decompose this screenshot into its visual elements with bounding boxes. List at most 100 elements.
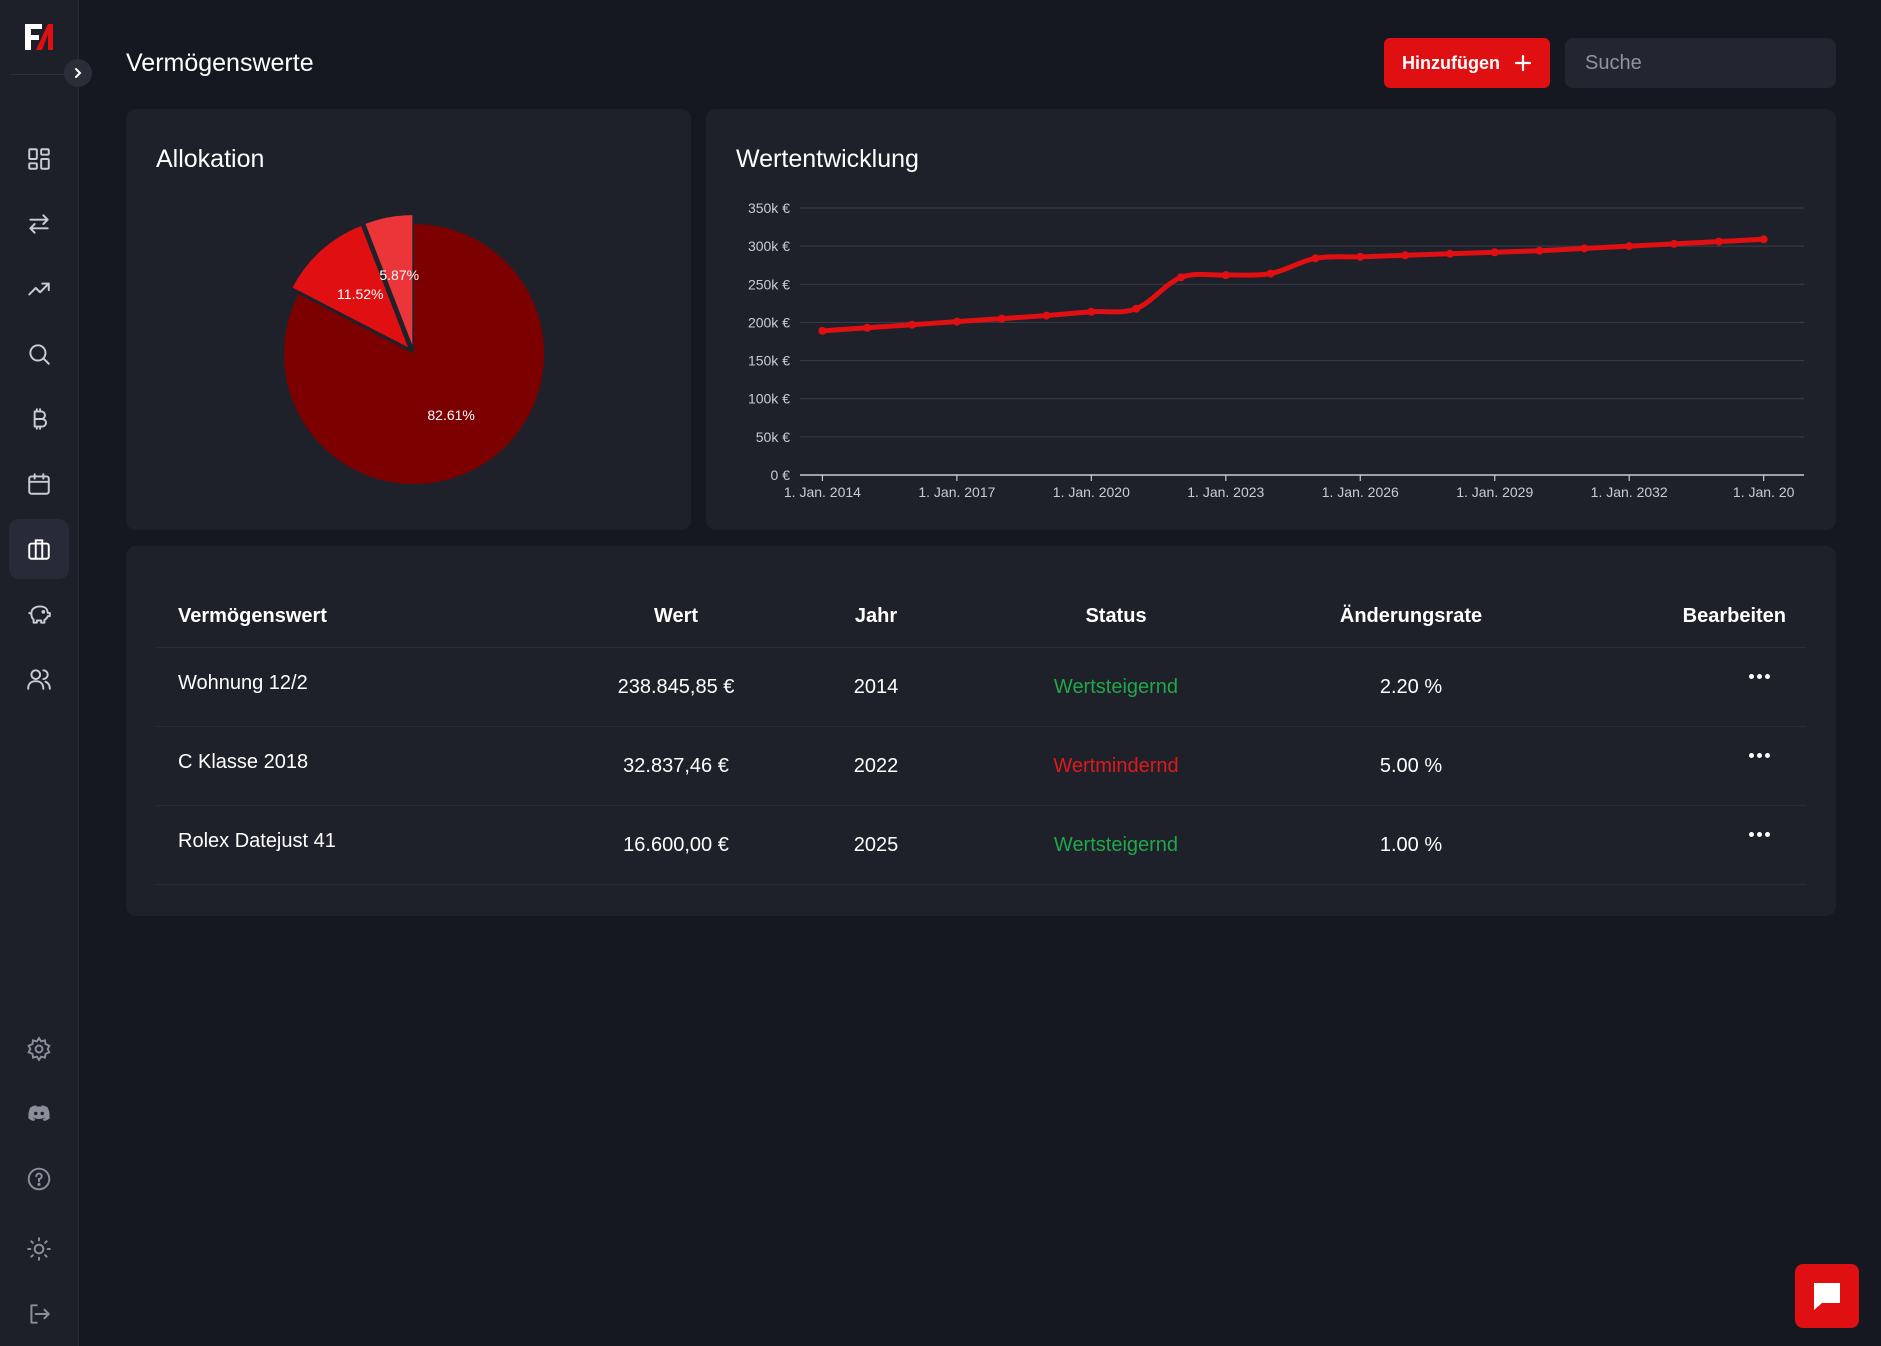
pie-slice-label: 11.52% bbox=[337, 286, 383, 302]
trend-title: Wertentwicklung bbox=[736, 145, 919, 173]
header-status[interactable]: Status bbox=[1085, 605, 1147, 627]
asset-year: 2025 bbox=[853, 833, 899, 856]
data-point[interactable] bbox=[1132, 304, 1141, 313]
sidebar-item-crypto[interactable] bbox=[9, 389, 69, 449]
sidebar-item-savings[interactable] bbox=[9, 584, 69, 644]
data-point[interactable] bbox=[1087, 307, 1096, 316]
data-point[interactable] bbox=[1490, 248, 1499, 257]
more-options-icon[interactable] bbox=[1749, 674, 1770, 679]
data-point[interactable] bbox=[1759, 235, 1768, 244]
header-edit: Bearbeiten bbox=[1682, 605, 1786, 627]
pie-slice[interactable] bbox=[292, 226, 408, 348]
x-tick-label: 1. Jan. 2017 bbox=[918, 484, 995, 500]
asset-name: C Klasse 2018 bbox=[178, 751, 309, 773]
asset-year: 2022 bbox=[853, 754, 899, 777]
x-tick-label: 1. Jan. 2029 bbox=[1456, 484, 1533, 500]
search-input[interactable] bbox=[1565, 38, 1836, 88]
app-logo[interactable] bbox=[22, 20, 56, 54]
allocation-title: Allokation bbox=[156, 145, 265, 173]
data-point[interactable] bbox=[1311, 254, 1320, 263]
header-value[interactable]: Wert bbox=[653, 605, 699, 627]
sidebar-item-performance[interactable] bbox=[9, 259, 69, 319]
data-point[interactable] bbox=[1176, 273, 1185, 282]
data-point[interactable] bbox=[1625, 242, 1634, 251]
data-point[interactable] bbox=[1401, 251, 1410, 260]
asset-value: 16.600,00 € bbox=[623, 833, 729, 856]
search-icon bbox=[29, 344, 50, 365]
allocation-pie-chart: 82.61% 11.52% 5.87% bbox=[284, 215, 544, 485]
chat-button[interactable] bbox=[1795, 1264, 1859, 1328]
asset-status: Wertsteigernd bbox=[1053, 833, 1179, 856]
calendar-icon bbox=[28, 473, 50, 495]
sidebar-item-logout[interactable] bbox=[9, 1284, 69, 1344]
users-icon bbox=[27, 669, 51, 690]
table-header: Vermögenswert Wert Jahr Status Änderungs… bbox=[156, 586, 1806, 648]
sidebar-item-calendar[interactable] bbox=[9, 454, 69, 514]
asset-name: Rolex Datejust 41 bbox=[178, 830, 336, 852]
bitcoin-icon bbox=[33, 408, 47, 430]
y-tick-label: 100k € bbox=[748, 391, 790, 407]
x-tick-label: 1. Jan. 2026 bbox=[1322, 484, 1399, 500]
sidebar-item-help[interactable] bbox=[9, 1149, 69, 1209]
y-tick-label: 250k € bbox=[748, 276, 790, 292]
data-point[interactable] bbox=[1535, 246, 1544, 255]
sidebar-item-settings[interactable] bbox=[9, 1019, 69, 1079]
sidebar-item-users[interactable] bbox=[9, 649, 69, 709]
plus-icon bbox=[1514, 54, 1532, 72]
data-point[interactable] bbox=[1042, 311, 1051, 320]
table-row[interactable]: Wohnung 12/2 238.845,85 € 2014 Wertsteig… bbox=[156, 648, 1806, 727]
sidebar-item-transactions[interactable] bbox=[9, 194, 69, 254]
asset-rate: 5.00 % bbox=[1379, 754, 1443, 777]
assets-table: Vermögenswert Wert Jahr Status Änderungs… bbox=[126, 546, 1836, 916]
asset-value: 238.845,85 € bbox=[617, 675, 735, 698]
pie-slice[interactable] bbox=[365, 215, 413, 346]
data-point[interactable] bbox=[818, 326, 827, 335]
data-point[interactable] bbox=[1445, 249, 1454, 258]
table-row[interactable]: Rolex Datejust 41 16.600,00 € 2025 Werts… bbox=[156, 806, 1806, 885]
sidebar-item-assets[interactable] bbox=[9, 519, 69, 579]
chat-icon bbox=[1814, 1283, 1840, 1310]
asset-status: Wertmindernd bbox=[1053, 754, 1179, 777]
more-options-icon[interactable] bbox=[1749, 832, 1770, 837]
data-point[interactable] bbox=[1221, 271, 1230, 280]
page-title: Vermögenswerte bbox=[126, 49, 314, 77]
logout-icon bbox=[30, 1304, 50, 1324]
data-point[interactable] bbox=[1356, 252, 1365, 261]
sidebar-item-search[interactable] bbox=[9, 324, 69, 384]
sidebar-item-theme[interactable] bbox=[9, 1219, 69, 1279]
data-point[interactable] bbox=[1580, 244, 1589, 253]
header-rate[interactable]: Änderungsrate bbox=[1339, 605, 1483, 627]
data-point[interactable] bbox=[908, 320, 917, 329]
pie-slice-label: 5.87% bbox=[379, 267, 419, 283]
briefcase-icon bbox=[28, 539, 50, 560]
value-trend-line-chart: 0 € 50k € 100k € 150k € 200k € 250k € 300k € 35… bbox=[748, 200, 1804, 500]
data-point[interactable] bbox=[863, 323, 872, 332]
more-options-icon[interactable] bbox=[1749, 753, 1770, 758]
sidebar-item-discord[interactable] bbox=[9, 1084, 69, 1144]
y-tick-label: 300k € bbox=[748, 238, 790, 254]
series-line bbox=[819, 236, 1767, 334]
dashboard-icon bbox=[28, 148, 50, 170]
y-tick-label: 50k € bbox=[756, 429, 790, 445]
asset-name: Wohnung 12/2 bbox=[178, 672, 308, 694]
x-tick-label: 1. Jan. 2023 bbox=[1187, 484, 1264, 500]
table-row[interactable]: C Klasse 2018 32.837,46 € 2022 Wertminde… bbox=[156, 727, 1806, 806]
header-year[interactable]: Jahr bbox=[854, 605, 898, 627]
sidebar-item-dashboard[interactable] bbox=[9, 129, 69, 189]
data-point[interactable] bbox=[952, 317, 961, 326]
data-point[interactable] bbox=[1266, 269, 1275, 278]
row-actions bbox=[1576, 727, 1786, 805]
x-tick-label: 1. Jan. 2014 bbox=[784, 484, 861, 500]
asset-rate: 1.00 % bbox=[1379, 833, 1443, 856]
add-asset-button[interactable]: Hinzufügen bbox=[1384, 38, 1550, 88]
header-asset[interactable]: Vermögenswert bbox=[178, 605, 327, 627]
y-tick-label: 350k € bbox=[748, 200, 790, 216]
data-point[interactable] bbox=[1670, 239, 1679, 248]
sidebar-collapse-button[interactable] bbox=[64, 59, 92, 87]
piggy-bank-icon bbox=[28, 605, 51, 624]
sidebar bbox=[0, 0, 79, 1346]
add-button-label: Hinzufügen bbox=[1402, 52, 1500, 73]
pie-slice[interactable] bbox=[284, 224, 544, 485]
data-point[interactable] bbox=[997, 314, 1006, 323]
data-point[interactable] bbox=[1714, 237, 1723, 246]
